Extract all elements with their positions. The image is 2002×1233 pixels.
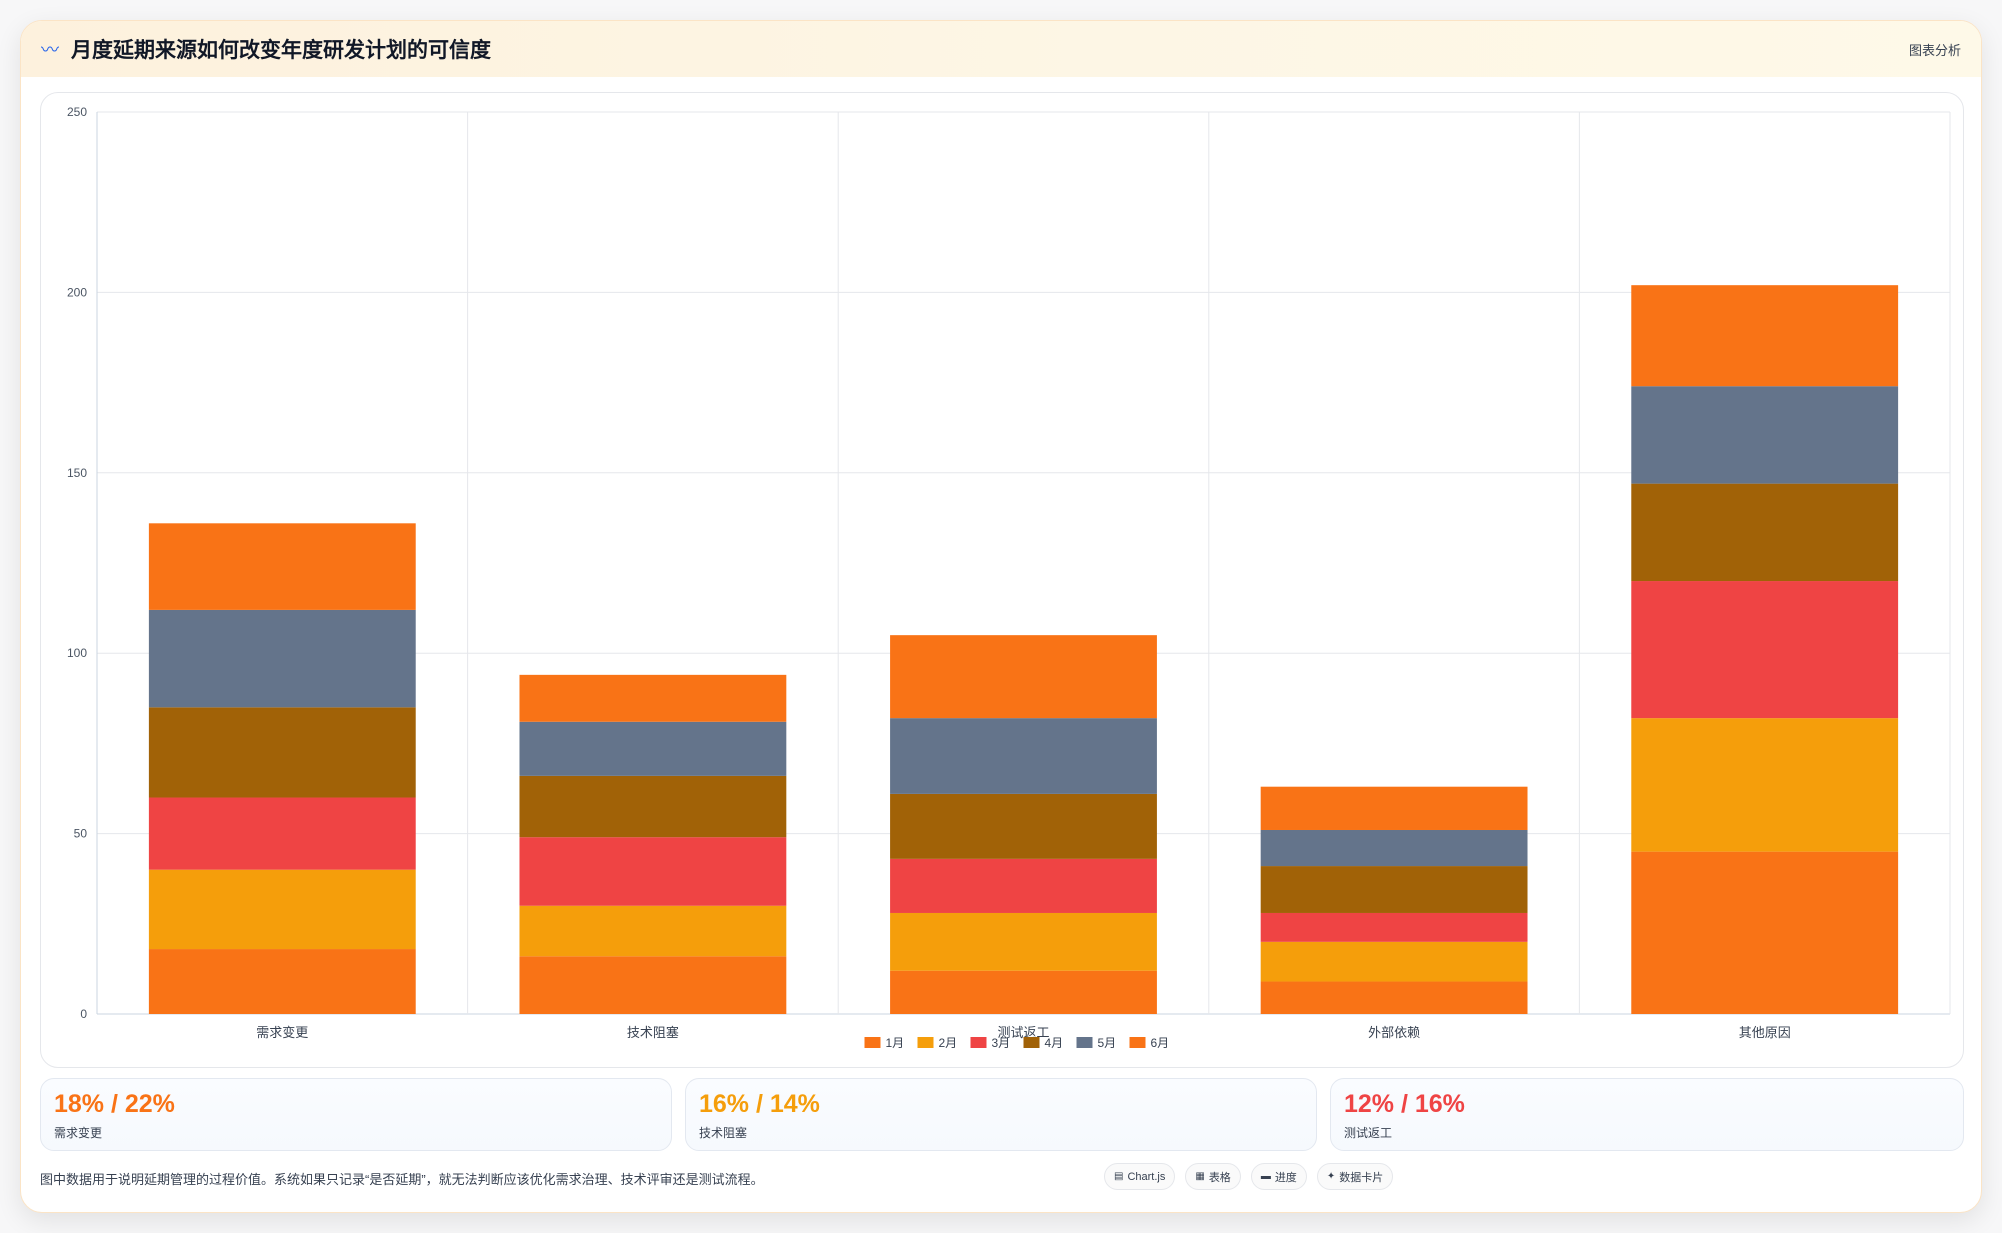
bar-segment — [148, 609, 416, 708]
bar-segment — [148, 797, 416, 870]
chart-icon: ▤ — [1114, 1171, 1124, 1182]
x-tick-label: 需求变更 — [256, 1025, 308, 1040]
legend-label: 2月 — [939, 1036, 958, 1050]
legend-swatch — [1076, 1037, 1093, 1048]
legend-swatch — [970, 1037, 987, 1048]
bar-segment — [519, 905, 787, 957]
y-tick-label: 100 — [67, 646, 87, 660]
chart-analysis-link[interactable]: 图表分析 — [1908, 42, 1961, 58]
chart-line-icon: 〰 — [41, 40, 59, 60]
stat-value: 16% / 14% — [699, 1090, 820, 1118]
bar-segment — [148, 869, 416, 950]
chip-data-card[interactable]: ✦ 数据卡片 — [1316, 1163, 1394, 1190]
card-header: 〰 月度延期来源如何改变年度研发计划的可信度 图表分析 — [21, 21, 1981, 77]
chip-label: 数据卡片 — [1339, 1171, 1384, 1184]
bar-segment — [1631, 483, 1899, 582]
y-tick-label: 200 — [67, 285, 87, 299]
x-tick-label: 其他原因 — [1739, 1025, 1791, 1040]
bar-segment — [890, 858, 1157, 913]
stat-value: 18% / 22% — [54, 1090, 175, 1118]
bar-segment — [1631, 285, 1899, 387]
y-tick-label: 0 — [80, 1007, 87, 1021]
bar-segment — [1631, 581, 1899, 719]
chip-table[interactable]: ▦ 表格 — [1185, 1163, 1241, 1190]
bar-segment — [148, 949, 416, 1014]
bar-segment — [890, 970, 1157, 1014]
card-icon: ✦ — [1326, 1171, 1336, 1182]
bar-segment — [890, 793, 1157, 859]
x-tick-label: 技术阻塞 — [627, 1025, 679, 1040]
bar-segment — [1631, 386, 1899, 484]
bar-segment — [1260, 941, 1528, 982]
bar-segment — [1260, 866, 1528, 913]
y-tick-label: 50 — [74, 827, 88, 841]
legend-swatch — [864, 1037, 881, 1048]
bar-segment — [519, 837, 787, 906]
bar-segment — [1260, 786, 1528, 830]
legend-swatch — [1129, 1037, 1146, 1048]
stat-card-tech-block: 16% / 14% 技术阻塞 — [685, 1078, 1317, 1151]
stat-label: 测试返工 — [1344, 1126, 1393, 1140]
bar-segment — [1260, 829, 1528, 867]
tool-chips: ▤ Chart.js ▦ 表格 ▬ 进度 ✦ 数据卡片 — [1104, 1163, 1394, 1190]
footer-note: 图中数据用于说明延期管理的过程价值。系统如果只记录“是否延期”，就无法判断应该优… — [40, 1172, 764, 1187]
bar-segment — [1260, 981, 1528, 1014]
stacked-bar-chart: 0 50 100 150 200 250 需求变更 技术阻塞 测试返工 外部依赖 其他原因 1月 2月 3… — [67, 105, 1951, 1050]
legend-label: 4月 — [1045, 1036, 1064, 1050]
chart-panel: 0 50 100 150 200 250 需求变更 技术阻塞 测试返工 外部依赖 其他原因 1月 2月 3… — [40, 92, 1964, 1068]
y-tick-label: 150 — [67, 466, 87, 480]
bar-segment — [890, 912, 1157, 971]
legend-swatch — [1023, 1037, 1040, 1048]
stat-card-test-rework: 12% / 16% 测试返工 — [1330, 1078, 1964, 1151]
bar-segment — [519, 775, 787, 838]
progress-icon: ▬ — [1260, 1171, 1271, 1182]
x-tick-label: 测试返工 — [997, 1025, 1049, 1040]
bar-segment — [1260, 912, 1528, 942]
chart-title: 月度延期来源如何改变年度研发计划的可信度 — [71, 39, 491, 62]
bar-segment — [890, 635, 1157, 719]
stat-label: 技术阻塞 — [699, 1126, 748, 1140]
stat-label: 需求变更 — [54, 1126, 103, 1140]
table-icon: ▦ — [1195, 1171, 1205, 1182]
chip-label: 表格 — [1208, 1171, 1231, 1184]
y-tick-label: 250 — [67, 105, 87, 119]
bar-segment — [519, 721, 787, 776]
chip-chartjs[interactable]: ▤ Chart.js — [1104, 1163, 1176, 1190]
x-tick-label: 外部依赖 — [1368, 1025, 1420, 1040]
bar-segment — [519, 956, 787, 1014]
stat-value: 12% / 16% — [1344, 1090, 1465, 1118]
legend-label: 5月 — [1098, 1036, 1117, 1050]
stat-card-demand-change: 18% / 22% 需求变更 — [40, 1078, 672, 1151]
bar-segment — [148, 523, 416, 610]
legend-label: 1月 — [886, 1036, 905, 1050]
legend-swatch — [917, 1037, 934, 1048]
bar-segment — [148, 707, 416, 798]
chip-progress[interactable]: ▬ 进度 — [1250, 1163, 1307, 1190]
bar-segment — [890, 718, 1157, 794]
bar-segment — [519, 674, 787, 722]
chip-label: Chart.js — [1127, 1170, 1166, 1183]
bar-segment — [1631, 718, 1899, 852]
bar-segment — [1631, 851, 1899, 1014]
chip-label: 进度 — [1274, 1171, 1297, 1184]
legend-label: 6月 — [1151, 1036, 1170, 1050]
legend-label: 3月 — [992, 1036, 1011, 1050]
chart-card: 〰 月度延期来源如何改变年度研发计划的可信度 图表分析 0 50 100 150 200… — [20, 20, 1982, 1213]
